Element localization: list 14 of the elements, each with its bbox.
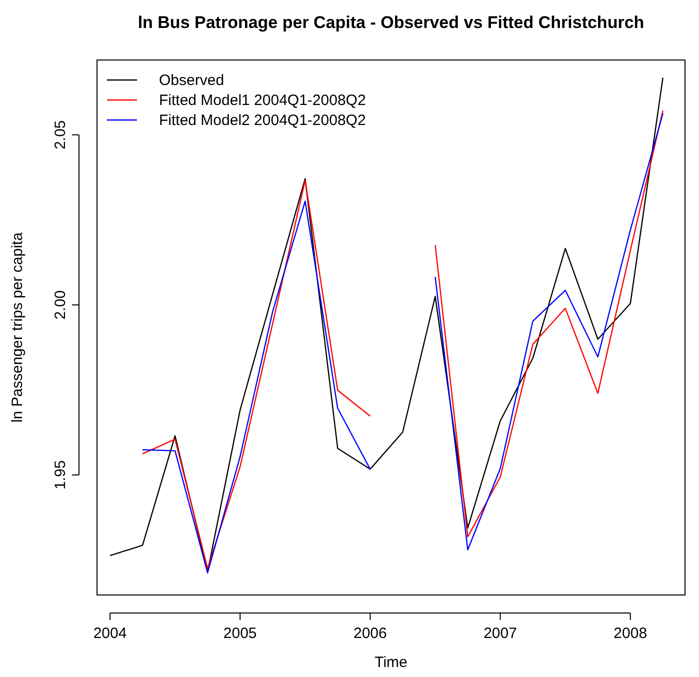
x-tick-label: 2005 xyxy=(223,625,257,642)
y-axis-title: ln Passenger trips per capita xyxy=(9,232,26,423)
x-tick-label: 2007 xyxy=(484,625,517,642)
y-tick-label: 2.05 xyxy=(52,120,69,150)
legend-label: Fitted Model2 2004Q1-2008Q2 xyxy=(159,112,366,129)
x-tick-label: 2008 xyxy=(614,625,648,642)
legend-label: Observed xyxy=(159,72,224,89)
x-tick-label: 2004 xyxy=(93,625,127,642)
x-axis-title: Time xyxy=(374,654,408,671)
legend-label: Fitted Model1 2004Q1-2008Q2 xyxy=(159,92,366,109)
y-tick-label: 1.95 xyxy=(52,460,69,490)
x-tick-label: 2006 xyxy=(354,625,387,642)
y-tick-label: 2.00 xyxy=(52,290,69,320)
chart-title: ln Bus Patronage per Capita - Observed vs Fitted Christchurch xyxy=(138,13,644,32)
